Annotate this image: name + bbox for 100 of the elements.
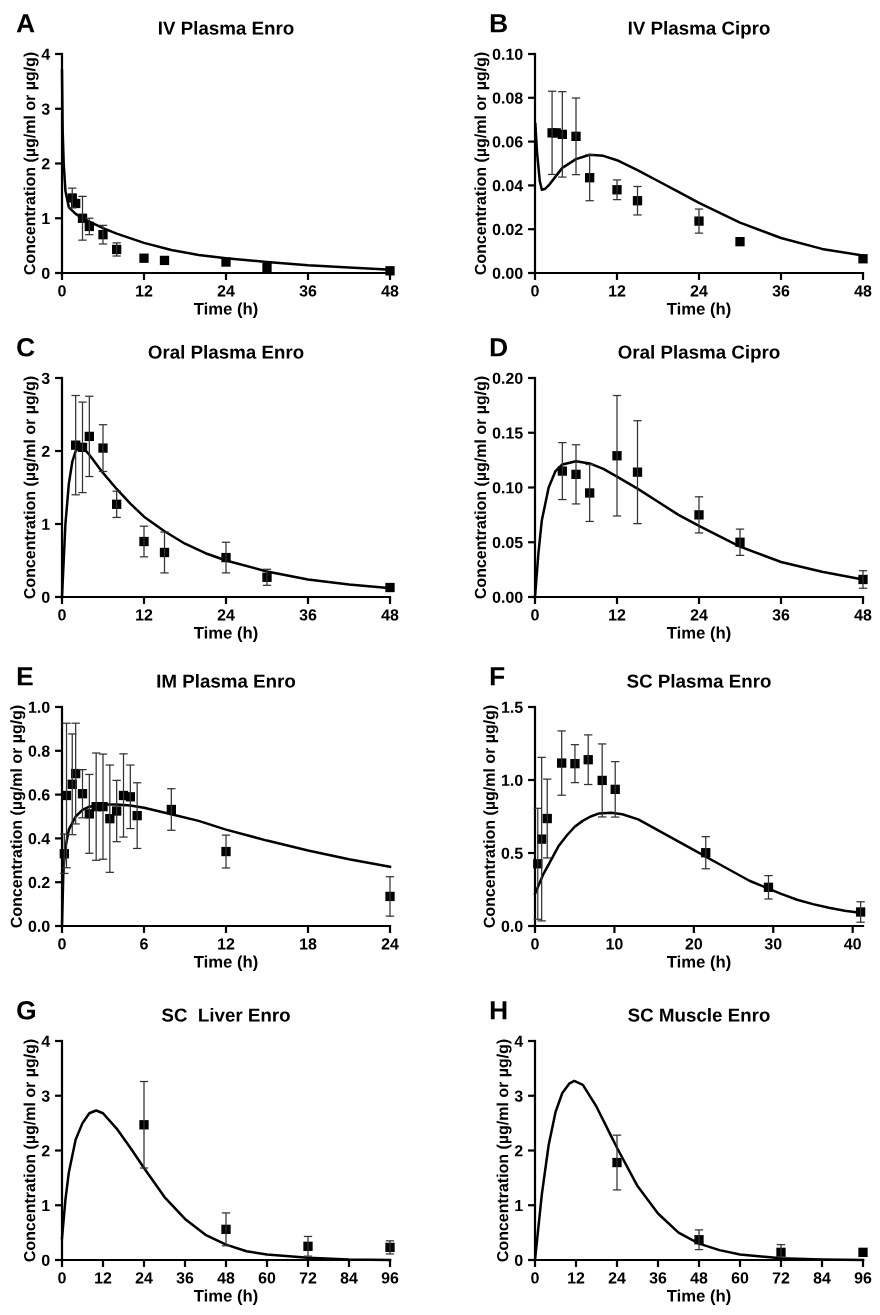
y-tick-label: 3 bbox=[514, 1090, 523, 1102]
x-tick-label: 40 bbox=[844, 938, 861, 950]
x-tick-label: 96 bbox=[381, 1272, 399, 1284]
y-tick-label: 3 bbox=[41, 103, 50, 115]
x-tick-label: 0 bbox=[531, 1272, 539, 1284]
y-axis-title: Concentration (µg/ml or µg/g) bbox=[23, 376, 39, 599]
x-tick-label: 12 bbox=[609, 609, 626, 621]
x-tick-label: 36 bbox=[649, 1272, 667, 1284]
y-tick-label: 0.00 bbox=[492, 267, 523, 279]
x-tick-label: 12 bbox=[568, 1272, 585, 1284]
text: G bbox=[17, 1000, 35, 1020]
x-tick-label: 72 bbox=[299, 1272, 317, 1284]
x-tick-label: 36 bbox=[299, 609, 317, 621]
x-tick-label: 48 bbox=[217, 1272, 235, 1284]
y-tick-label: 0 bbox=[514, 1254, 523, 1266]
text: B bbox=[490, 14, 507, 33]
x-tick-label: 12 bbox=[95, 1272, 112, 1284]
chart-title: SC Muscle Enro bbox=[628, 1007, 770, 1022]
x-axis-title: Time (h) bbox=[666, 955, 731, 972]
y-tick-label: 0.2 bbox=[28, 876, 50, 889]
x-tick-label: 84 bbox=[340, 1272, 358, 1284]
x-tick-label: 48 bbox=[381, 285, 399, 297]
x-tick-label: 36 bbox=[176, 1272, 194, 1284]
x-tick-label: 0 bbox=[58, 285, 66, 297]
chart-title: SC Liver Enro bbox=[161, 1007, 290, 1022]
x-tick-label: 60 bbox=[258, 1272, 276, 1284]
x-tick-label: 36 bbox=[299, 285, 317, 297]
y-tick-label: 0.02 bbox=[492, 223, 523, 236]
text: E bbox=[17, 667, 33, 686]
x-tick-label: 48 bbox=[854, 609, 872, 621]
y-tick-label: 0.6 bbox=[28, 789, 50, 801]
chart-title: IV Plasma Enro bbox=[159, 20, 294, 35]
x-tick-label: 48 bbox=[381, 609, 399, 621]
y-tick-label: 4 bbox=[41, 1035, 51, 1047]
y-tick-label: 0.20 bbox=[492, 372, 523, 384]
y-tick-label: 0.06 bbox=[492, 136, 523, 148]
y-tick-label: 0.10 bbox=[492, 48, 523, 60]
y-tick-label: 0 bbox=[41, 1254, 50, 1266]
x-tick-label: 72 bbox=[772, 1272, 790, 1284]
x-tick-label: 0 bbox=[531, 285, 539, 297]
y-tick-label: 2 bbox=[41, 1145, 50, 1157]
y-tick-label: 0.8 bbox=[28, 745, 50, 757]
y-axis-title: Concentration (µg/ml or µg/g) bbox=[474, 376, 490, 599]
chart-title: Oral Plasma Enro bbox=[148, 344, 304, 359]
x-axis-title: Time (h) bbox=[193, 302, 258, 319]
y-tick-label: 1 bbox=[42, 1200, 50, 1212]
x-tick-label: 0 bbox=[58, 609, 66, 621]
y-tick-label: 0.04 bbox=[492, 180, 524, 192]
x-tick-label: 12 bbox=[136, 609, 153, 621]
x-tick-label: 0 bbox=[58, 1272, 66, 1284]
x-tick-label: 36 bbox=[772, 609, 790, 621]
x-tick-label: 24 bbox=[217, 609, 235, 621]
x-tick-label: 36 bbox=[772, 285, 790, 297]
chart-title: SC Plasma Enro bbox=[627, 673, 771, 688]
x-tick-label: 20 bbox=[685, 938, 703, 950]
x-tick-label: 84 bbox=[813, 1272, 831, 1284]
chart-title: IV Plasma Cipro bbox=[628, 20, 770, 39]
x-axis-title: Time (h) bbox=[193, 626, 258, 643]
y-tick-label: 0.15 bbox=[492, 427, 523, 439]
y-tick-label: 2 bbox=[41, 158, 50, 170]
x-tick-label: 6 bbox=[140, 938, 148, 950]
x-tick-label: 24 bbox=[135, 1272, 153, 1284]
y-axis-title: Concentration (µg/ml or µg/g) bbox=[496, 1039, 512, 1262]
y-tick-label: 0.0 bbox=[28, 920, 50, 932]
y-axis-title: Concentration (µg/ml or µg/g) bbox=[483, 705, 499, 928]
x-tick-label: 96 bbox=[854, 1272, 872, 1284]
x-tick-label: 48 bbox=[854, 285, 872, 297]
x-tick-label: 0 bbox=[531, 609, 539, 621]
y-axis-title: Concentration (µg/ml or µg/g) bbox=[23, 1039, 39, 1262]
x-tick-label: 0 bbox=[531, 938, 539, 950]
y-axis-title: Concentration (µg/ml or µg/g) bbox=[10, 705, 26, 928]
x-tick-label: 48 bbox=[690, 1272, 708, 1284]
y-tick-label: 0 bbox=[41, 591, 50, 603]
x-tick-label: 60 bbox=[731, 1272, 749, 1284]
y-tick-label: 0 bbox=[41, 267, 50, 279]
y-tick-label: 4 bbox=[41, 48, 51, 60]
text: F bbox=[490, 667, 505, 686]
x-tick-label: 24 bbox=[217, 285, 235, 297]
y-tick-label: 0.00 bbox=[492, 591, 523, 603]
text: C bbox=[17, 337, 35, 357]
x-tick-label: 12 bbox=[218, 938, 235, 950]
x-axis-title: Time (h) bbox=[193, 955, 258, 972]
y-tick-label: 2 bbox=[41, 445, 50, 457]
x-axis-title: Time (h) bbox=[666, 302, 731, 319]
chart-title: IM Plasma Enro bbox=[157, 673, 296, 688]
x-axis-title: Time (h) bbox=[666, 626, 731, 643]
y-tick-label: 1 bbox=[42, 518, 50, 530]
y-tick-label: 4 bbox=[514, 1035, 524, 1047]
text: A bbox=[16, 14, 35, 33]
x-tick-label: 24 bbox=[690, 285, 708, 297]
y-axis-title: Concentration (µg/ml or µg/g) bbox=[23, 52, 39, 275]
y-tick-label: 0.05 bbox=[492, 536, 523, 549]
chart-title: Oral Plasma Cipro bbox=[618, 344, 780, 363]
y-tick-label: 3 bbox=[41, 372, 50, 384]
x-tick-label: 24 bbox=[381, 938, 399, 950]
x-tick-label: 12 bbox=[136, 285, 153, 297]
y-tick-label: 2 bbox=[514, 1145, 523, 1157]
y-tick-label: 1.5 bbox=[502, 701, 523, 713]
x-tick-label: 18 bbox=[300, 938, 317, 950]
x-tick-label: 0 bbox=[58, 938, 66, 950]
